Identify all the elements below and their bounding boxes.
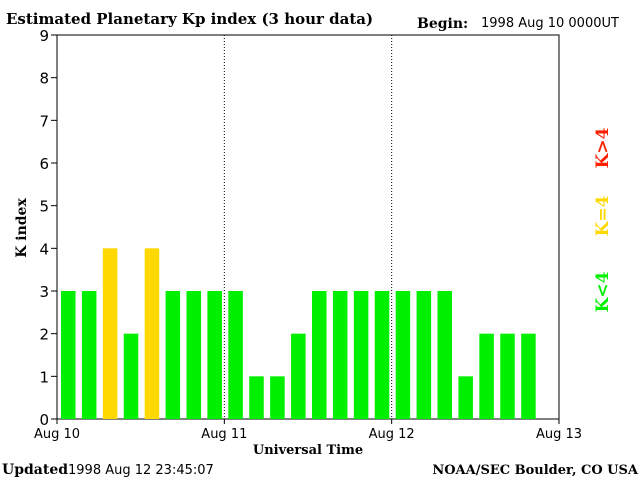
y-tick-label: 3 [39, 283, 49, 301]
x-tick-label: Aug 11 [201, 427, 247, 442]
plot-frame [56, 34, 560, 420]
day-dividers [223, 35, 393, 419]
x-ticks: Aug 10 Aug 11 Aug 12 Aug 13 [34, 419, 582, 442]
updated-value: 1998 Aug 12 23:45:07 [68, 463, 214, 478]
y-tick-label: 4 [39, 240, 49, 258]
kp-bar [291, 333, 306, 419]
kp-bar [249, 376, 264, 419]
kp-bar [374, 291, 390, 419]
kp-bar [165, 291, 181, 419]
legend-high: K>4 [593, 127, 613, 168]
y-tick-label: 9 [39, 27, 49, 45]
y-axis-label: K index [14, 198, 30, 258]
x-tick-label: Aug 10 [34, 427, 80, 442]
begin-label: Begin: [417, 16, 468, 32]
kp-bar [123, 333, 139, 419]
y-ticks: 0 1 2 3 4 5 6 7 8 9 [39, 27, 57, 429]
y-tick-label: 1 [39, 368, 49, 386]
x-tick-label: Aug 12 [369, 427, 415, 442]
y-tick-label: 7 [39, 112, 49, 130]
kp-bar [458, 376, 473, 419]
kp-bar [228, 291, 243, 419]
legend-equal: K=4 [593, 195, 613, 236]
kp-bar [207, 291, 222, 419]
bars [61, 248, 536, 419]
begin-value: 1998 Aug 10 0000UT [481, 16, 619, 31]
updated-label: Updated [2, 462, 68, 478]
y-tick-label: 6 [39, 155, 49, 173]
kp-bar [61, 291, 76, 419]
kp-bar [186, 291, 202, 419]
kp-bar [312, 291, 327, 419]
kp-bar [102, 248, 118, 419]
legend-low: K<4 [593, 271, 613, 312]
kp-bar [395, 291, 411, 419]
kp-bar [437, 291, 453, 419]
kp-bar [416, 291, 432, 419]
credit: NOAA/SEC Boulder, CO USA [432, 463, 639, 478]
x-tick-label: Aug 13 [536, 427, 582, 442]
kp-bar [144, 248, 160, 419]
kp-bar [521, 333, 536, 419]
y-tick-label: 8 [39, 70, 49, 88]
x-axis-label: Universal Time [253, 443, 363, 458]
y-tick-label: 5 [39, 198, 49, 216]
kp-bar [332, 291, 348, 419]
kp-bar [270, 376, 285, 419]
kp-bar [81, 291, 97, 419]
y-tick-label: 0 [39, 411, 49, 429]
kp-bar [500, 333, 515, 419]
chart-title: Estimated Planetary Kp index (3 hour dat… [6, 10, 373, 28]
y-tick-label: 2 [39, 326, 49, 344]
kp-bar [479, 333, 494, 419]
kp-bar [353, 291, 369, 419]
